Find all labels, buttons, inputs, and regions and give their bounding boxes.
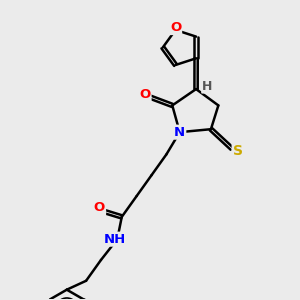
Text: NH: NH: [104, 233, 126, 246]
Text: O: O: [139, 88, 151, 100]
Text: S: S: [233, 144, 243, 158]
Text: O: O: [94, 202, 105, 214]
Text: O: O: [170, 21, 181, 34]
Text: H: H: [202, 80, 213, 93]
Text: N: N: [174, 126, 185, 139]
